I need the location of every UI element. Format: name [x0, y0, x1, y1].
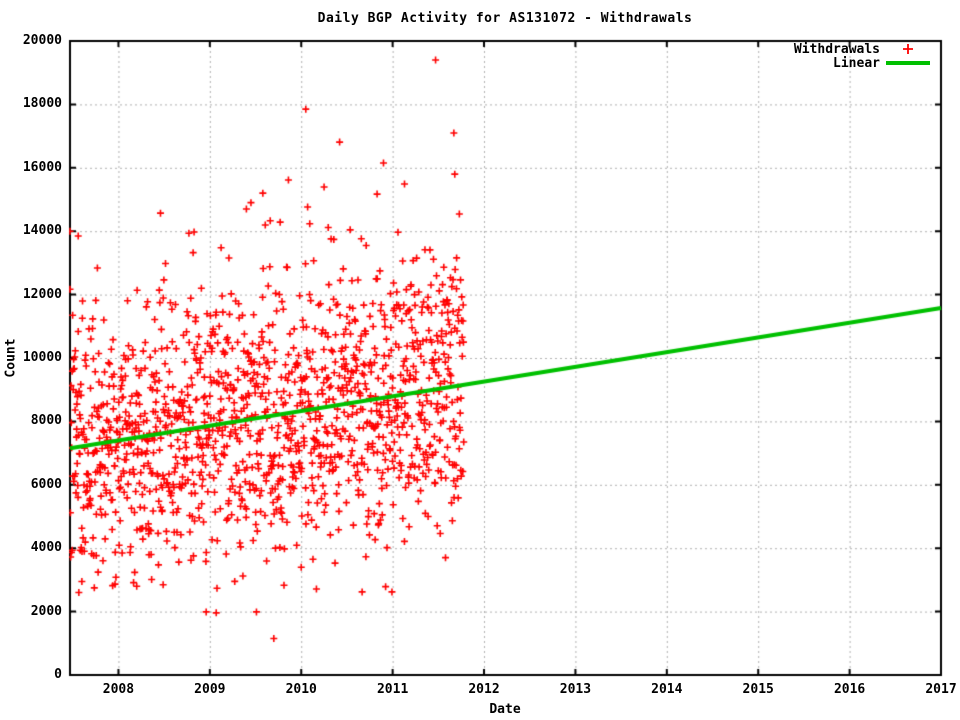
legend: Withdrawals Linear	[793, 41, 930, 71]
x-tick-label: 2015	[742, 682, 774, 697]
y-tick-label: 4000	[30, 540, 62, 556]
x-tick-label: 2016	[833, 682, 866, 697]
legend-label-linear: Linear	[833, 55, 880, 71]
x-tick-label: 2011	[376, 682, 409, 697]
x-tick-label: 2009	[194, 682, 226, 697]
y-tick-label: 20000	[22, 33, 62, 48]
legend-item-withdrawals: Withdrawals	[793, 41, 930, 57]
y-tick-label: 12000	[22, 286, 62, 302]
x-axis-title: Date	[489, 702, 521, 717]
x-tick-label: 2008	[102, 682, 135, 697]
x-tick-label: 2014	[651, 682, 683, 697]
x-tick-label: 2017	[925, 682, 957, 697]
legend-label-withdrawals: Withdrawals	[793, 41, 880, 57]
y-tick-label: 16000	[22, 159, 62, 175]
y-tick-label: 14000	[22, 223, 62, 239]
y-tick-label: 2000	[30, 603, 62, 619]
chart-title: Daily BGP Activity for AS131072 - Withdr…	[317, 11, 693, 26]
y-tick-label: 18000	[22, 96, 62, 112]
line-marker-icon	[886, 57, 930, 69]
x-tick-label: 2012	[468, 682, 500, 697]
y-tick-label: 0	[54, 667, 62, 682]
y-tick-label: 8000	[30, 413, 62, 429]
y-tick-label: 10000	[22, 350, 62, 365]
plus-marker-icon	[886, 43, 930, 55]
x-tick-label: 2013	[559, 682, 592, 697]
legend-item-linear: Linear	[794, 55, 930, 71]
x-tick-label: 2010	[285, 682, 317, 697]
y-tick-label: 6000	[30, 476, 62, 492]
